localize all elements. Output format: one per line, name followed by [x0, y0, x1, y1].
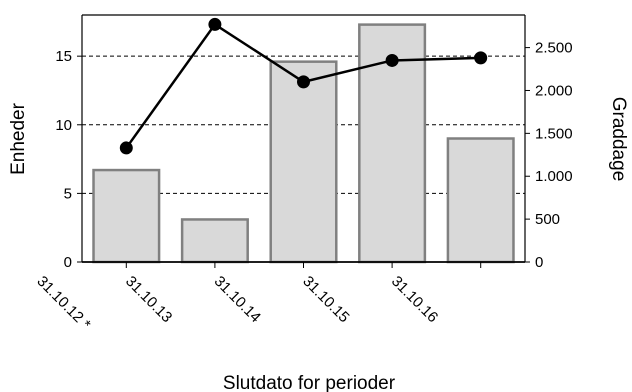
graddage-point	[208, 17, 222, 31]
x-tick-label: 31.10.15	[299, 273, 352, 326]
y-tick-label: 0	[64, 254, 72, 271]
y2-tick-label: 0	[535, 254, 543, 271]
y2-tick-label: 2.500	[535, 40, 573, 57]
x-tick-label: 31.10.12 *	[33, 273, 93, 333]
bar	[180, 218, 249, 264]
bar	[269, 60, 338, 264]
y2-axis-title: Graddage	[608, 97, 629, 182]
y-tick-label: 10	[55, 117, 72, 134]
bar-layer	[92, 23, 515, 264]
line-layer	[119, 17, 488, 155]
bar	[92, 168, 161, 264]
y-axis-title: Enheder	[8, 102, 29, 175]
graddage-point	[385, 53, 399, 67]
x-tick-label: 31.10.13	[122, 273, 175, 326]
graddage-point	[119, 141, 133, 155]
y2-tick-label: 1.500	[535, 125, 573, 142]
graddage-point	[474, 51, 488, 65]
y2-tick-label: 2.000	[535, 82, 573, 99]
x-tick-label: 31.10.14	[211, 273, 264, 326]
x-axis-title: Slutdato for perioder	[223, 373, 396, 392]
y2-tick-label: 1.000	[535, 168, 573, 185]
y-tick-label: 15	[55, 48, 72, 65]
y2-tick-label: 500	[535, 211, 560, 228]
y-tick-label: 5	[64, 185, 72, 202]
graddage-point	[297, 75, 310, 89]
axis-layer	[77, 14, 530, 268]
bar	[446, 137, 515, 264]
x-tick-label: 31.10.16	[388, 273, 441, 326]
